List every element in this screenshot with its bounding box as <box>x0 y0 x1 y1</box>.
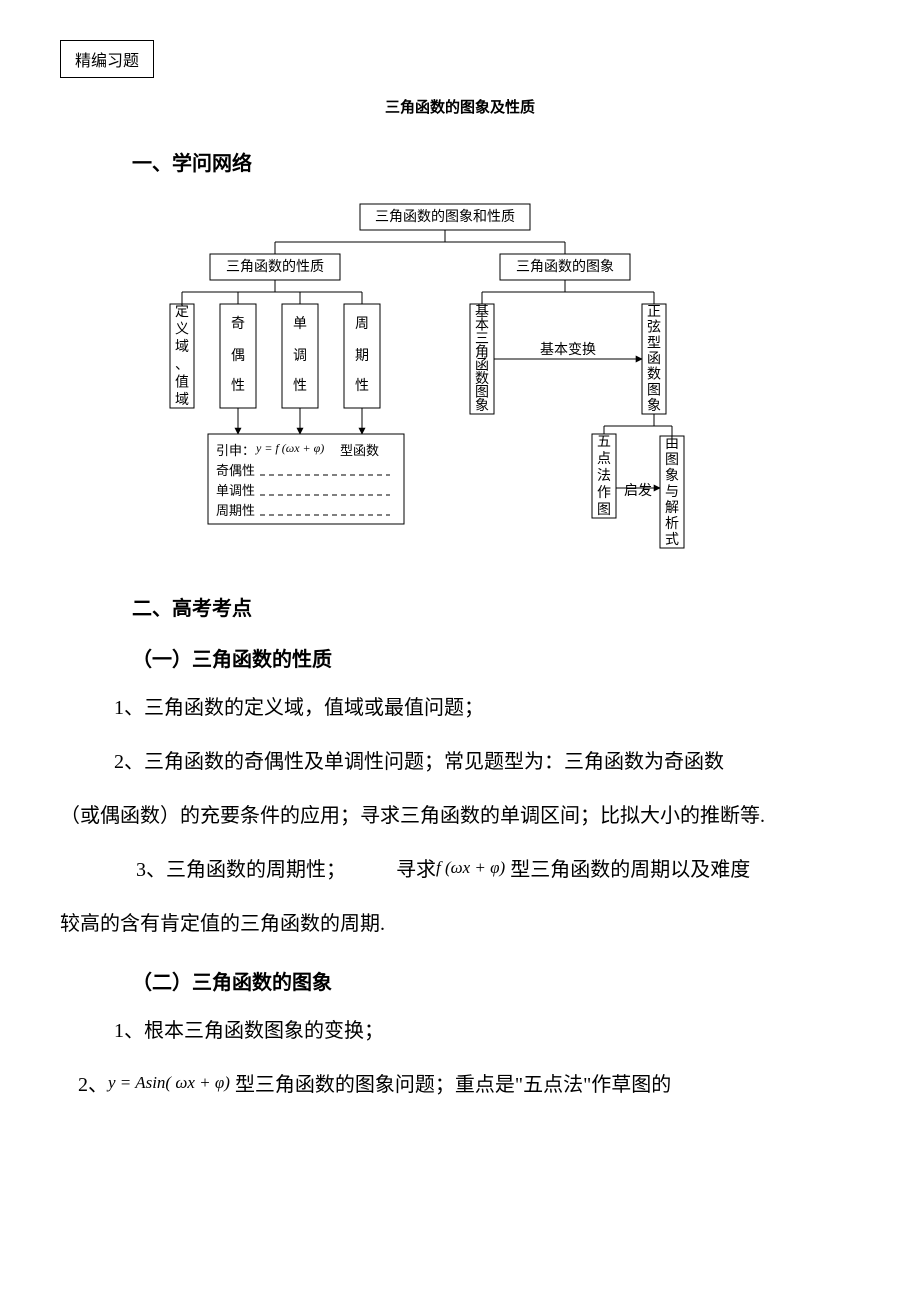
svg-text:数: 数 <box>647 367 661 383</box>
svg-text:义: 义 <box>175 322 189 338</box>
svg-text:周期性: 周期性 <box>216 503 255 518</box>
section-2-heading: 二、高考考点 <box>132 592 860 621</box>
svg-text:单: 单 <box>293 316 307 332</box>
svg-text:期: 期 <box>355 348 369 364</box>
svg-text:图: 图 <box>665 453 679 468</box>
svg-text:、: 、 <box>175 358 189 373</box>
svg-text:析: 析 <box>665 516 679 532</box>
para-5: 2、y = Asin( ωx + φ) 型三角函数的图象问题；重点是"五点法"作… <box>78 1065 860 1105</box>
svg-text:周: 周 <box>355 317 369 332</box>
svg-text:单调性: 单调性 <box>216 483 255 498</box>
svg-text:象: 象 <box>647 398 661 414</box>
svg-text:启发: 启发 <box>624 483 652 499</box>
svg-text:点: 点 <box>597 451 611 467</box>
svg-text:法: 法 <box>597 468 611 484</box>
svg-text:基本变换: 基本变换 <box>540 341 596 358</box>
svg-text:三角函数的图象: 三角函数的图象 <box>516 259 614 275</box>
svg-text:域: 域 <box>175 392 189 408</box>
svg-text:值: 值 <box>175 374 189 390</box>
svg-text:调: 调 <box>293 348 307 364</box>
svg-text:式: 式 <box>665 532 679 548</box>
sub-heading-2: （二）三角函数的图象 <box>132 966 860 995</box>
page-title: 三角函数的图象及性质 <box>60 96 860 117</box>
svg-text:性: 性 <box>355 378 369 394</box>
svg-text:三角函数的性质: 三角函数的性质 <box>226 259 324 275</box>
svg-text:函: 函 <box>647 351 661 367</box>
svg-text:引申：: 引申： <box>216 443 255 458</box>
para-1: 1、三角函数的定义域，值域或最值问题； <box>114 688 860 728</box>
para-3b: 较高的含有肯定值的三角函数的周期. <box>60 904 860 944</box>
svg-text:作: 作 <box>597 485 611 501</box>
svg-text:定: 定 <box>175 304 189 320</box>
svg-text:与: 与 <box>665 484 679 500</box>
svg-text:五: 五 <box>597 435 611 450</box>
svg-text:性: 性 <box>293 378 307 394</box>
p3a-post: 型三角函数的周期以及难度 <box>505 859 750 881</box>
svg-text:域: 域 <box>175 339 189 355</box>
diagram-svg: 三角函数的图象和性质三角函数的性质三角函数的图象定义域、值域奇偶性单调性周期性基… <box>120 194 720 564</box>
p3a-pre: 3、三角函数的周期性； 寻求 <box>136 859 436 881</box>
p5-pre: 2、 <box>78 1074 108 1096</box>
p3a-formula: f (ωx + φ) <box>436 858 505 877</box>
svg-text:性: 性 <box>231 378 245 394</box>
para-3a: 3、三角函数的周期性； 寻求f (ωx + φ) 型三角函数的周期以及难度 <box>60 850 860 890</box>
svg-text:偶: 偶 <box>231 348 245 364</box>
svg-text:弦: 弦 <box>647 320 661 336</box>
para-2a: 2、三角函数的奇偶性及单调性问题；常见题型为：三角函数为奇函数 <box>60 742 860 782</box>
svg-text:奇: 奇 <box>231 315 245 332</box>
svg-text:三角函数的图象和性质: 三角函数的图象和性质 <box>375 209 515 225</box>
svg-text:型: 型 <box>647 335 661 351</box>
svg-text:解: 解 <box>665 500 679 516</box>
svg-text:象: 象 <box>475 398 489 414</box>
svg-text:y = f (ωx + φ): y = f (ωx + φ) <box>255 441 324 455</box>
svg-text:由: 由 <box>665 436 679 452</box>
para-4: 1、根本三角函数图象的变换； <box>114 1011 860 1051</box>
svg-text:正: 正 <box>647 305 661 320</box>
p5-post: 型三角函数的图象问题；重点是"五点法"作草图的 <box>230 1074 671 1096</box>
section-1-heading: 一、学问网络 <box>132 147 860 176</box>
svg-text:象: 象 <box>665 468 679 484</box>
svg-text:图: 图 <box>647 383 661 398</box>
svg-text:型函数: 型函数 <box>340 443 379 458</box>
tag-box: 精编习题 <box>60 40 154 78</box>
svg-text:奇偶性: 奇偶性 <box>216 463 255 478</box>
knowledge-diagram: 三角函数的图象和性质三角函数的性质三角函数的图象定义域、值域奇偶性单调性周期性基… <box>120 194 860 564</box>
sub-heading-1: （一）三角函数的性质 <box>132 643 860 672</box>
para-2b: （或偶函数）的充要条件的应用；寻求三角函数的单调区间；比拟大小的推断等. <box>60 796 860 836</box>
p5-formula: y = Asin( ωx + φ) <box>108 1073 230 1092</box>
svg-text:图: 图 <box>597 503 611 518</box>
